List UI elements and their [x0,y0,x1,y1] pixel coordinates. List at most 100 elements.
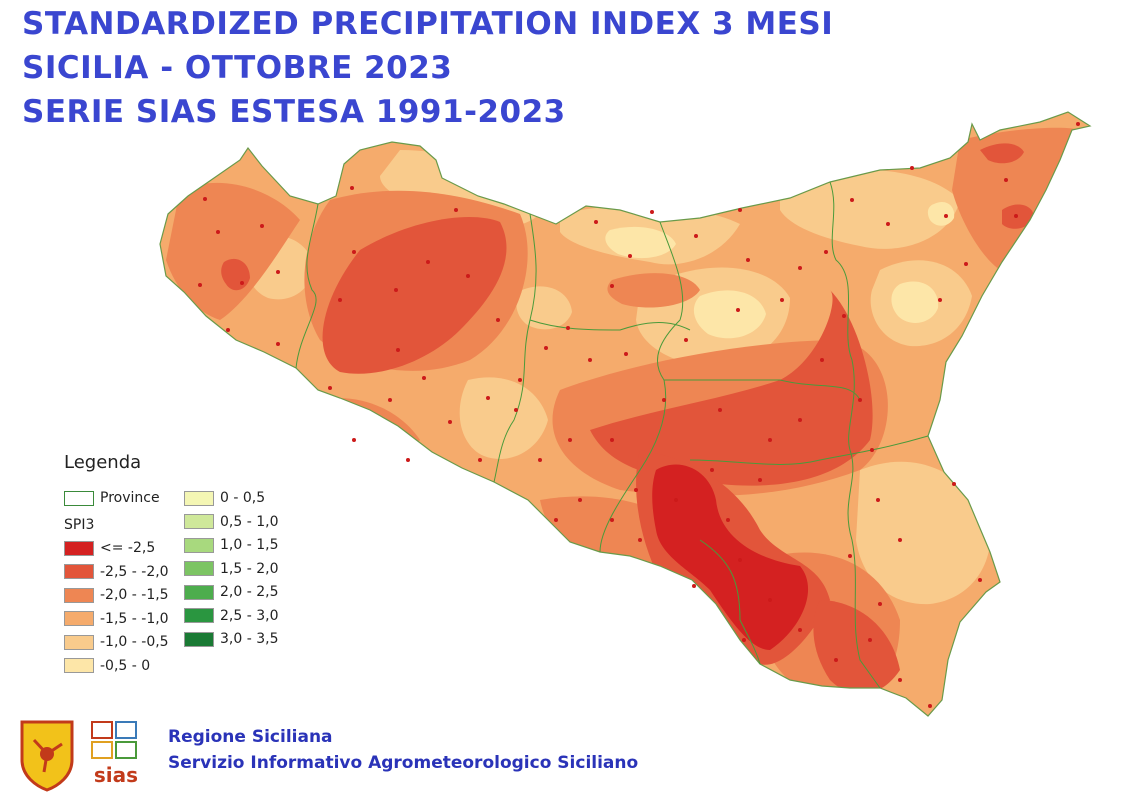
legend-class-entry: 2,5 - 3,0 [184,608,278,624]
station-dot [276,342,280,346]
province-swatch [64,490,94,506]
zone-extreme [652,464,809,650]
legend-swatch [64,587,94,603]
legend-class-entry: 0 - 0,5 [184,490,265,506]
station-dot [1076,122,1080,126]
sias-logo-text: sias [94,763,138,787]
station-dot [834,658,838,662]
legend-class-label: <= -2,5 [100,540,156,556]
station-dot [910,166,914,170]
station-dot [518,378,522,382]
station-dot [566,326,570,330]
legend-title: Legenda [64,452,142,473]
legend-swatch [64,658,94,673]
legend-swatch [184,514,214,529]
station-dot [352,250,356,254]
station-dot [514,408,518,412]
station-dot [694,234,698,238]
province-boundary [493,213,537,483]
station-dot [650,210,654,214]
footer: sias Regione Siciliana Servizio Informat… [18,716,718,796]
station-dot [736,308,740,312]
station-dot [638,538,642,542]
station-dot [426,260,430,264]
station-dot [738,558,742,562]
legend-swatch [184,537,214,553]
org-line-2: Servizio Informativo Agrometeorologico S… [168,753,639,773]
station-dot [886,222,890,226]
station-dot [780,298,784,302]
station-dot [554,518,558,522]
legend-class-label: 2,0 - 2,5 [220,584,279,600]
station-dot [466,274,470,278]
legend-province-entry: Province [64,490,160,506]
station-dot [718,408,722,412]
station-dot [842,314,846,318]
zone-light [459,377,548,459]
station-dot [628,254,632,258]
station-dot [588,358,592,362]
legend-class-entry: <= -2,5 [64,540,155,556]
station-dot [870,448,874,452]
station-dot [746,258,750,262]
title-line-2: SICILIA - OTTOBRE 2023 [22,50,453,86]
station-dot [448,420,452,424]
zone-pale [927,201,955,226]
station-dot [486,396,490,400]
station-dot [240,281,244,285]
station-dot [674,498,678,502]
station-dot [394,288,398,292]
sias-logo: sias [91,721,138,787]
legend-class-label: -2,5 - -2,0 [100,563,169,580]
station-dot [578,498,582,502]
station-dot [824,250,828,254]
station-dot [610,438,614,442]
station-dot [898,678,902,682]
province-boundary [663,379,861,401]
legend-class-label: -2,0 - -1,5 [100,587,169,603]
legend-swatch [184,584,214,600]
station-dot [352,438,356,442]
zone-medium [952,127,1080,270]
legend-class-label: 1,5 - 2,0 [220,560,279,577]
zone-pale [693,290,766,339]
station-dot [738,208,742,212]
legend-class-entry: 1,0 - 1,5 [184,537,278,553]
station-dot [820,358,824,362]
station-dot [226,328,230,332]
station-dot [478,458,482,462]
station-dot [422,376,426,380]
legend-class-label: 2,5 - 3,0 [220,607,279,624]
station-dot [634,488,638,492]
legend-swatch [64,564,94,579]
legend-spi-label: SPI3 [64,517,95,533]
zone-dark [590,290,873,486]
station-dot [726,518,730,522]
province-boundary [699,539,761,665]
station-dot [878,602,882,606]
weather-stations [198,122,1080,708]
station-dot [768,598,772,602]
legend-class-label: -1,0 - -0,5 [100,634,169,650]
legend-swatch [184,608,214,623]
station-dot [216,230,220,234]
province-boundary [529,319,691,331]
zone-dark [1002,204,1034,229]
regione-emblem [20,720,74,792]
station-dot [710,468,714,472]
title-line-1: STANDARDIZED PRECIPITATION INDEX 3 MESI [22,6,834,42]
legend: Legenda Province SPI3 <= -2,5 -2,5 - -2,0… [64,452,278,674]
station-dot [203,197,207,201]
zone-light [856,461,991,605]
legend-class-label: -0,5 - 0 [100,657,151,674]
station-dot [396,348,400,352]
legend-class-entry: -2,0 - -1,5 [64,587,169,603]
station-dot [276,270,280,274]
legend-province-label: Province [100,490,160,506]
legend-class-entry: -2,5 - -2,0 [64,564,169,580]
station-dot [538,458,542,462]
station-dot [684,338,688,342]
legend-swatch [64,540,94,556]
zone-dark [322,217,507,374]
